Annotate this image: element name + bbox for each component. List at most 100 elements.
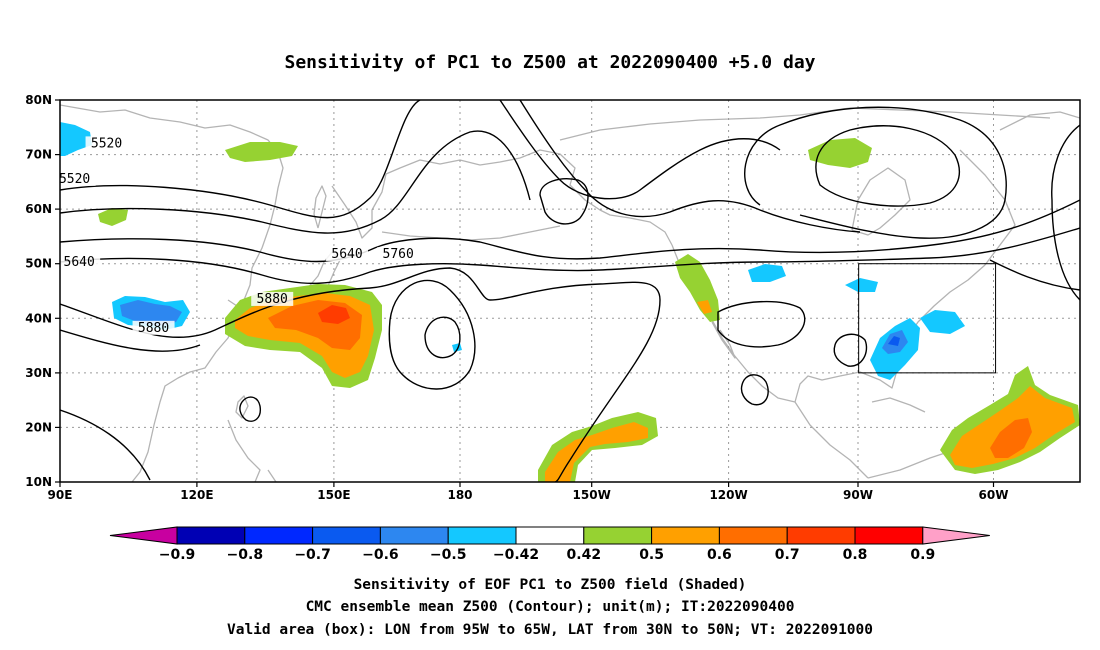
contour-tropics-west [60, 409, 151, 481]
map-frame [59, 99, 1081, 483]
contour-aleutian-loop [539, 178, 589, 225]
shading-central-pacific-orange [545, 422, 648, 482]
contour-label-bg [0, 134, 27, 148]
contour-label-bg [377, 247, 420, 262]
coast-taiwan [235, 395, 249, 419]
shading-arctic-cyan [60, 122, 92, 156]
coast-arctic-canada [559, 107, 1051, 141]
coast-gulf-of-mexico [794, 371, 897, 403]
lon-tick-180: 180 [447, 488, 472, 502]
contour-5880-eastern-pacific [717, 300, 806, 348]
colorbar-label: 0.9 [910, 547, 935, 563]
shading-canada-green [808, 138, 872, 168]
valid-area-box [858, 263, 997, 374]
colorbar-label: 0.7 [775, 547, 800, 563]
caption-line-2: CMC ensemble mean Z500 (Contour); unit(m… [306, 599, 795, 615]
lat-tick-10N: 10N [25, 475, 52, 489]
contour-5880-caribbean [740, 374, 769, 406]
coast-kamchatka [331, 173, 387, 239]
lat-tick-50N: 50N [25, 257, 52, 271]
caption-line-1: Sensitivity of EOF PC1 to Z500 field (Sh… [354, 577, 747, 593]
contour-label-bg [251, 291, 294, 306]
colorbar-high-end [922, 526, 990, 545]
coast-alaska [519, 149, 673, 246]
contour-label: 5400 [0, 186, 9, 201]
coast-labrador [959, 149, 1016, 266]
lat-tick-60N: 60N [25, 202, 52, 216]
colorbar-swatch [854, 526, 924, 545]
contour-label-bg [0, 186, 14, 200]
contour-labels: 5520552055205400540055205760564056405760… [0, 134, 420, 336]
colorbar-label: −0.6 [362, 547, 399, 563]
contour-label: 5880 [138, 321, 169, 336]
lat-tick-30N: 30N [25, 366, 52, 380]
contour-label: 5520 [0, 134, 21, 149]
coast-greenland [999, 111, 1080, 131]
lon-tick-120W: 120W [709, 488, 747, 502]
lat-tick-20N: 20N [25, 420, 52, 434]
colorbar-label: 0.6 [707, 547, 732, 563]
contour-label: 5640 [331, 247, 362, 262]
colorbar: −0.9 −0.8 −0.7 −0.6 −0.5 −0.42 0.42 0.5 0.6 0.7 0.… [109, 526, 990, 563]
lon-tick-60W: 60W [979, 488, 1009, 502]
colorbar-label: −0.42 [493, 547, 539, 563]
map-title: Sensitivity of PC1 to Z500 at 2022090400… [284, 52, 815, 73]
coast-chukotka [385, 157, 521, 175]
lon-tick-120E: 120E [180, 488, 213, 502]
contour-5400-baffin-low [815, 125, 960, 207]
contour-label: 5880 [257, 292, 288, 307]
contour-5640-west-canada [519, 100, 861, 233]
contour-atlantic-ridge [989, 259, 1080, 291]
coast-philippines [227, 419, 277, 482]
shading-siberia-green [225, 142, 298, 162]
contour-label-bg [60, 171, 96, 186]
coast-central-america [794, 401, 869, 479]
shading-west-coast-orange [697, 300, 712, 314]
shading-east-us-darkblue [888, 336, 900, 346]
lat-tick-40N: 40N [25, 311, 52, 325]
contour-5400-east-siberia [60, 100, 421, 219]
contour-label: 5520 [91, 136, 122, 151]
colorbar-low-end [109, 526, 178, 545]
colorbar-swatch [244, 526, 314, 545]
contour-label-bg [85, 136, 128, 151]
coast-cuba [871, 397, 926, 413]
contour-label: 5760 [383, 247, 414, 262]
lat-tick-labels: 10N 20N 30N 40N 50N 60N 70N 80N [25, 93, 52, 489]
shading-atlantic-darkorange [990, 418, 1032, 458]
contour-5520-baffin-low [744, 106, 1007, 239]
colorbar-swatch [718, 526, 788, 545]
contour-label-bg [326, 247, 369, 262]
colorbar-swatch [651, 526, 720, 545]
contour-5880-philippine-sea [239, 396, 261, 422]
colorbar-label: −0.5 [430, 547, 467, 563]
shading-west-pacific-red [318, 305, 350, 324]
shading-asia-blue [120, 300, 182, 326]
lon-tick-150W: 150W [573, 488, 611, 502]
colorbar-swatch [786, 526, 856, 545]
colorbar-swatch [583, 526, 653, 545]
contour-5880-kuroshio-lower [60, 329, 201, 352]
contour-5520-north-pacific [60, 130, 531, 234]
shading-plains-cyan [748, 264, 786, 282]
contour-5640-pacific [60, 199, 1080, 263]
z500-contours [60, 100, 1080, 482]
contour-label: 5520 [17, 214, 48, 229]
contour-5760-cutoff-inner [424, 316, 461, 359]
contour-label: 5520 [59, 172, 90, 187]
coast-china-korea [60, 104, 284, 482]
coast-hudson-bay [851, 167, 911, 236]
contour-5880-gulf [833, 333, 868, 367]
sensitivity-shading [60, 122, 1080, 482]
caption-line-3: Valid area (box): LON from 95W to 65W, L… [227, 622, 873, 638]
lon-tick-90E: 90E [48, 488, 73, 502]
coast-aleutians [381, 225, 561, 241]
contour-5520-west-canada [499, 100, 781, 200]
axis-ticks [55, 99, 995, 487]
coast-sakhalin [313, 185, 327, 229]
lon-tick-90W: 90W [843, 488, 873, 502]
colorbar-label: 0.8 [843, 547, 868, 563]
colorbar-label: −0.7 [294, 547, 331, 563]
colorbar-swatch [176, 526, 246, 545]
